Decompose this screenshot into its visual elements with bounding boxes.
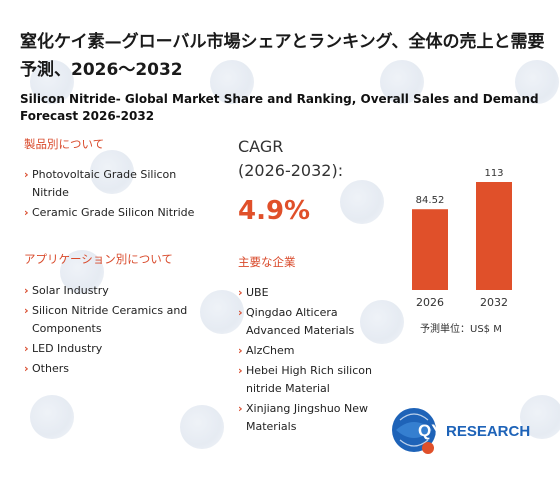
list-item: Ceramic Grade Silicon Nitride [24, 204, 204, 222]
list-item: Photovoltaic Grade Silicon Nitride [24, 166, 204, 202]
watermark-logo [30, 60, 74, 104]
company-item: AlzChem [238, 342, 378, 360]
product-section-heading: 製品別について [24, 137, 105, 151]
list-item: LED Industry [24, 340, 204, 358]
company-item: Hebei High Rich silicon nitride Material [238, 362, 378, 398]
list-item: Silicon Nitride Ceramics and Components [24, 302, 204, 338]
logo-research-text: RESEARCH [446, 423, 530, 440]
category-label-2032: 2032 [480, 296, 508, 309]
page-title-japanese: 窒化ケイ素—グローバル市場シェアとランキング、全体の売上と需要予測、2026～2… [20, 32, 545, 80]
companies-heading: 主要な企業 [238, 255, 296, 269]
watermark-logo [180, 405, 224, 449]
logo-qy-text: QY [418, 421, 443, 440]
watermark-logo [515, 60, 559, 104]
list-item: Others [24, 360, 204, 378]
bar-2026 [412, 209, 448, 290]
watermark-logo [340, 180, 384, 224]
company-item: Xinjiang Jingshuo New Materials [238, 400, 378, 436]
list-item: Solar Industry [24, 282, 204, 300]
page-title-english: Silicon Nitride- Global Market Share and… [20, 92, 539, 123]
chart-unit-label: 予測単位：US$ M [420, 324, 502, 335]
watermark-logo [30, 395, 74, 439]
watermark-logo [200, 290, 244, 334]
qyresearch-logo: QY RESEARCH [392, 408, 530, 454]
data-label-2026: 84.52 [416, 195, 445, 206]
cagr-value: 4.9% [238, 196, 311, 226]
data-label-2032: 113 [484, 168, 503, 179]
bar-2032 [476, 182, 512, 290]
product-list: Photovoltaic Grade Silicon Nitride Ceram… [24, 166, 204, 224]
watermark-logo [210, 60, 254, 104]
category-label-2026: 2026 [416, 296, 444, 309]
application-section-heading: アプリケーション別について [24, 252, 173, 266]
cagr-label-title: CAGR [238, 137, 284, 156]
company-item: Qingdao Alticera Advanced Materials [238, 304, 378, 340]
forecast-bar-chart: 84.52 2026 113 2032 [412, 168, 512, 309]
company-item: UBE [238, 284, 378, 302]
cagr-label: CAGR (2026-2032): [238, 135, 343, 183]
watermark-logo [520, 395, 560, 439]
watermark-logo [380, 60, 424, 104]
companies-list: UBE Qingdao Alticera Advanced Materials … [238, 284, 378, 438]
application-list: Solar Industry Silicon Nitride Ceramics … [24, 282, 204, 380]
cagr-label-period: (2026-2032): [238, 161, 344, 180]
